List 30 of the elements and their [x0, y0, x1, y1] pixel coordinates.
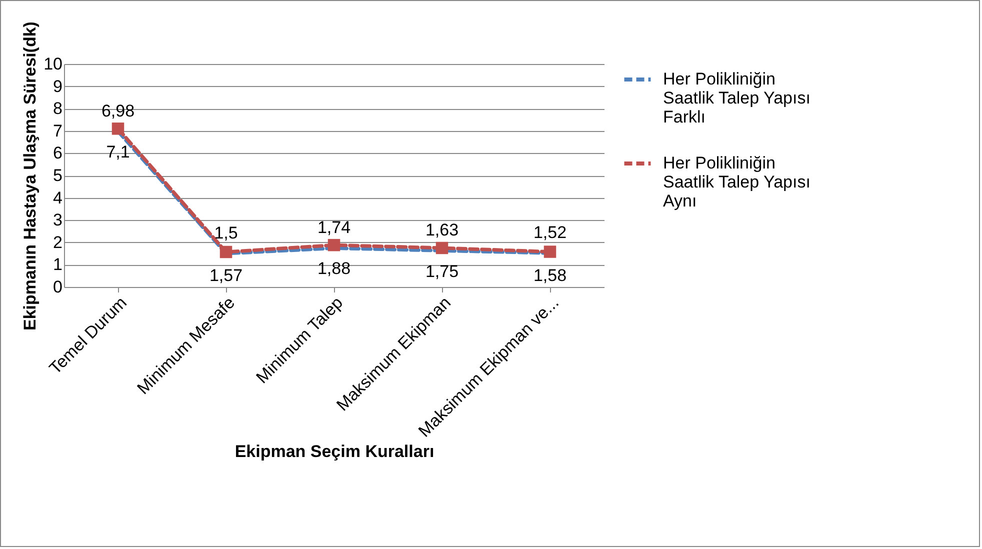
- y-tick-label: 4: [53, 188, 62, 208]
- data-label: 1,74: [317, 218, 351, 238]
- data-label: 1,5: [214, 224, 238, 243]
- y-tick-label: 6: [53, 144, 62, 163]
- y-tick-label: 2: [53, 232, 62, 252]
- point: [436, 242, 448, 254]
- y-tick-label: 3: [53, 210, 62, 230]
- data-label: 6,98: [101, 101, 135, 120]
- y-tick-label: 5: [53, 166, 62, 185]
- y-tick-label: 9: [53, 76, 62, 96]
- y-axis-title: Ekipmanın Hastaya Ulaşma Süresi(dk): [20, 22, 40, 330]
- y-tick-label: 8: [53, 99, 62, 118]
- data-label: 1,75: [425, 262, 459, 281]
- x-axis-title: Ekipman Seçim Kuralları: [234, 442, 434, 462]
- legend-label: Her Polikliniğin Saatlik Talep Yapısı Aynı: [663, 154, 810, 210]
- point: [328, 238, 340, 252]
- point: [220, 246, 232, 258]
- y-tick-label: 0: [53, 278, 62, 296]
- data-label: 7,1: [106, 142, 130, 162]
- y-tick-label: 1: [53, 255, 62, 274]
- legend-label: Her Polikliniğin Saatlik Talep Yapısı Farklı: [663, 70, 810, 126]
- data-label: 1,58: [533, 266, 567, 285]
- point: [112, 122, 124, 135]
- y-tick-label: 7: [53, 121, 62, 140]
- data-label: 1,88: [317, 259, 351, 278]
- data-label: 1,57: [209, 266, 243, 285]
- data-label: 1,52: [533, 223, 567, 242]
- data-label: 1,63: [425, 220, 459, 240]
- y-tick-label: 10: [44, 54, 62, 74]
- point: [544, 246, 556, 258]
